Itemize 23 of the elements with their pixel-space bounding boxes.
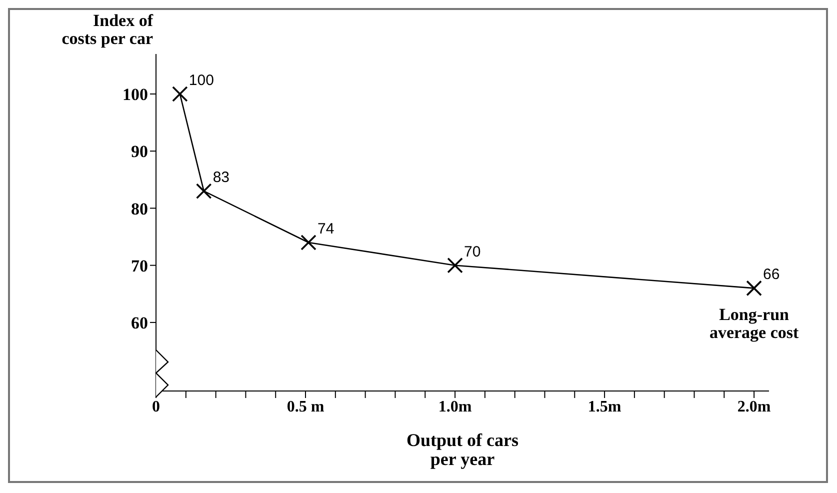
data-label: 66 (763, 266, 780, 284)
data-label: 83 (212, 169, 230, 186)
y-tick-label: 60 (131, 313, 148, 332)
point (447, 257, 463, 274)
y-tick-label: 80 (131, 199, 148, 218)
x-tick-label: 1.5m (588, 398, 622, 416)
point (300, 234, 316, 250)
point (746, 280, 762, 296)
point (196, 183, 212, 199)
x-axis-title: Output of cars per year (406, 430, 518, 469)
annotation: Long-run average cost (709, 305, 799, 342)
y-tick-label: 100 (122, 85, 148, 104)
data-label: 74 (318, 220, 334, 238)
x-tick-label: 2.0m (737, 398, 772, 416)
y-axis-title: Index of costs per car (62, 11, 154, 48)
data-label: 70 (464, 243, 481, 260)
point (172, 86, 188, 102)
x-tick-label: 0 (152, 398, 160, 416)
y-tick-label: 70 (131, 256, 148, 276)
x-tick-label: 0.5 m (286, 398, 325, 416)
data-label: 100 (188, 72, 214, 89)
x-tick-label: 1.0m (438, 398, 472, 416)
y-tick-label: 90 (131, 142, 148, 162)
